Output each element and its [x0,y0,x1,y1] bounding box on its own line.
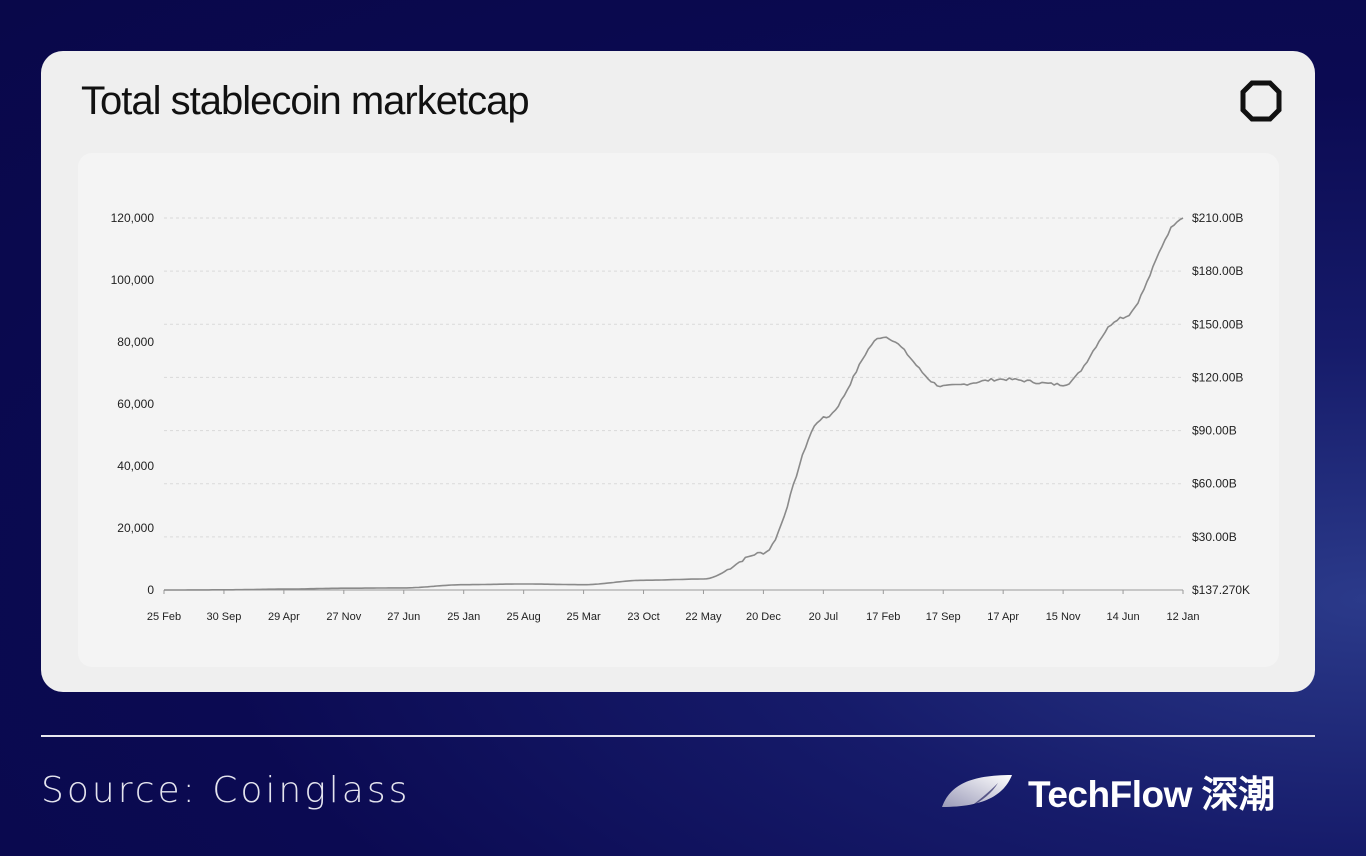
right-y-tick-label: $210.00B [1192,211,1243,225]
left-y-tick-label: 0 [147,583,154,597]
right-y-tick-label: $60.00B [1192,477,1237,491]
left-y-tick-label: 60,000 [117,397,154,411]
chart-title: Total stablecoin marketcap [81,79,530,123]
right-y-tick-label: $150.00B [1192,317,1243,331]
divider [41,735,1315,737]
x-tick-label: 25 Jan [447,611,480,623]
x-tick-label: 23 Oct [627,611,659,623]
left-y-tick-label: 20,000 [117,521,154,535]
left-y-tick-label: 80,000 [117,335,154,349]
x-tick-label: 27 Nov [326,611,361,623]
line-chart: 25 Feb 30 Sep 29 Apr 27 Nov 27 Jun 25 Jan 25 A… [111,211,1250,623]
techflow-wing-logo-icon [942,775,1012,807]
left-y-tick-label: 120,000 [111,211,155,225]
series-line [164,217,1184,591]
right-y-tick-label: $137.270K [1192,583,1250,597]
x-tick-label: 20 Dec [746,611,781,623]
right-y-tick-label: $180.00B [1192,264,1243,278]
x-tick-label: 17 Apr [987,611,1019,623]
x-tick-label: 14 Jun [1107,611,1140,623]
right-y-tick-label: $30.00B [1192,530,1237,544]
x-tick-label: 30 Sep [207,611,242,623]
x-tick-label: 17 Sep [926,611,961,623]
source-credit: Source: Coinglass [41,770,411,811]
right-y-tick-label: $120.00B [1192,370,1243,384]
x-tick-label: 20 Jul [809,611,838,623]
brand-name: TechFlow 深潮 [1028,774,1275,815]
brand: TechFlow 深潮 [940,766,1275,816]
plot-area: 25 Feb 30 Sep 29 Apr 27 Nov 27 Jun 25 Jan 25 A… [78,153,1279,667]
left-y-tick-label: 100,000 [111,273,155,287]
x-tick-label: 15 Nov [1046,611,1081,623]
x-tick-label: 12 Jan [1166,611,1199,623]
x-tick-label: 22 May [685,611,722,623]
octagon-logo-icon [1240,80,1282,122]
x-tick-label: 25 Mar [566,611,601,623]
x-tick-label: 27 Jun [387,611,420,623]
x-tick-label: 29 Apr [268,611,300,623]
x-tick-label: 25 Feb [147,611,181,623]
chart-card: Total stablecoin marketcap 25 Feb 30 Sep 2… [41,51,1315,692]
x-tick-label: 17 Feb [866,611,900,623]
x-tick-label: 25 Aug [507,611,541,623]
right-y-tick-label: $90.00B [1192,424,1237,438]
left-y-tick-label: 40,000 [117,459,154,473]
